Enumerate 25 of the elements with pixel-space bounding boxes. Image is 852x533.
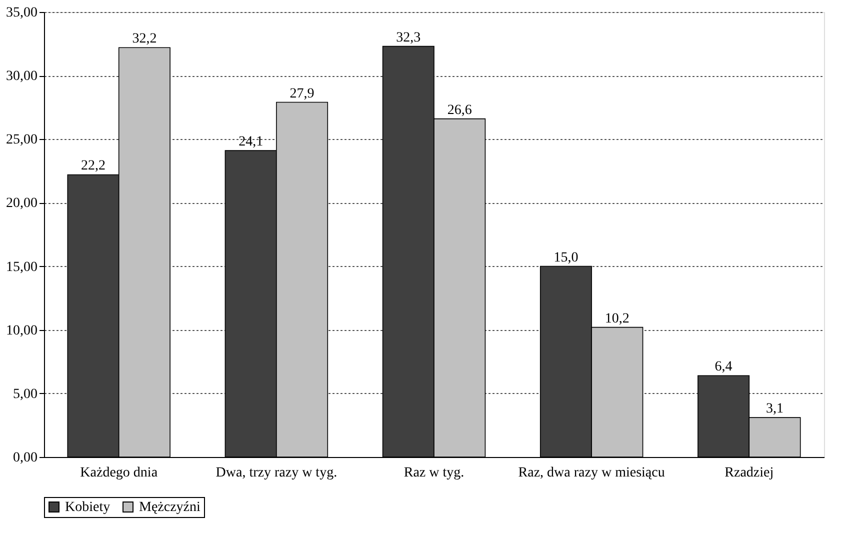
y-tick-label: 0,00: [13, 450, 38, 466]
x-tick-label: Każdego dnia: [80, 466, 158, 480]
data-label: 32,2: [132, 32, 157, 47]
data-label: 27,9: [290, 86, 314, 102]
y-tick-label: 15,00: [6, 260, 38, 275]
y-tick-label: 35,00: [6, 6, 38, 20]
y-tick-label: 25,00: [6, 132, 38, 148]
data-label: 3,1: [766, 402, 784, 417]
data-label: 15,0: [554, 250, 578, 266]
data-label: 6,4: [714, 360, 732, 375]
data-label: 32,3: [396, 30, 421, 46]
data-label: 22,2: [80, 158, 106, 174]
x-tick-label: Rzadziej: [724, 466, 774, 480]
y-tick-label: 30,00: [6, 69, 38, 84]
legend-label: Kobiety: [65, 500, 110, 515]
x-tick-label: Raz w tyg.: [404, 466, 464, 480]
legend-label: Mężczyźni: [139, 500, 201, 515]
data-label: 10,2: [604, 311, 630, 326]
data-label: 24,1: [238, 134, 264, 150]
y-tick-label: 20,00: [6, 196, 38, 212]
y-tick-label: 5,00: [13, 386, 38, 402]
x-tick-label: Raz, dwa razy w miesiącu: [518, 466, 665, 480]
x-tick-label: Dwa, trzy razy w tyg.: [216, 466, 338, 480]
data-label: 26,6: [447, 102, 472, 118]
y-tick-label: 10,00: [6, 323, 38, 338]
